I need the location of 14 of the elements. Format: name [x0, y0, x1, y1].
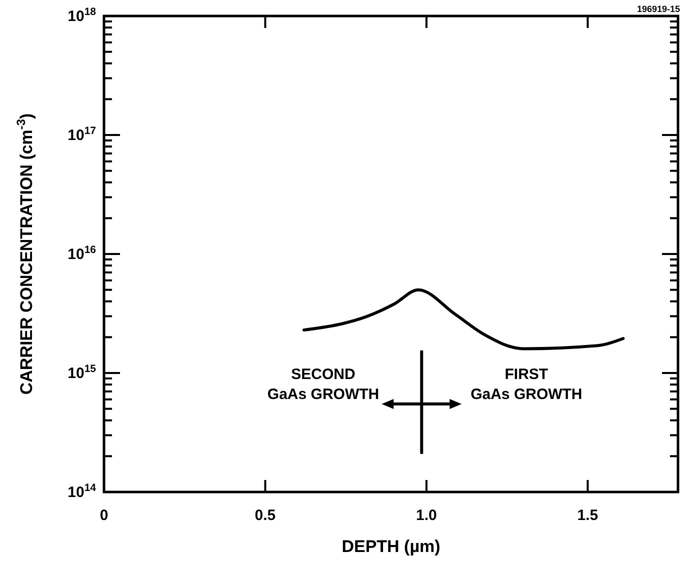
y-tick-label: 10$^{17}$ — [68, 125, 96, 144]
annotation: SECOND GaAs GROWTH — [267, 366, 380, 403]
text: 196919-15 — [636, 4, 680, 14]
y-tick-label: 10$^{14}$ — [68, 482, 96, 501]
line-series — [302, 288, 625, 350]
x-tick-label: 1.5 — [577, 507, 598, 524]
y-tick-label: 10$^{18}$ — [68, 6, 96, 25]
x-tick-label: 0 — [100, 507, 108, 524]
x-tick-label: 0.5 — [254, 507, 276, 524]
annotation: FIRST GaAs GROWTH — [470, 366, 582, 403]
y-tick-label: 10$^{16}$ — [68, 244, 96, 263]
x-axis-title: DEPTH (µm) — [342, 537, 440, 556]
y-tick-label: 10$^{15}$ — [68, 363, 96, 382]
x-tick-label: 1.0 — [416, 507, 437, 524]
